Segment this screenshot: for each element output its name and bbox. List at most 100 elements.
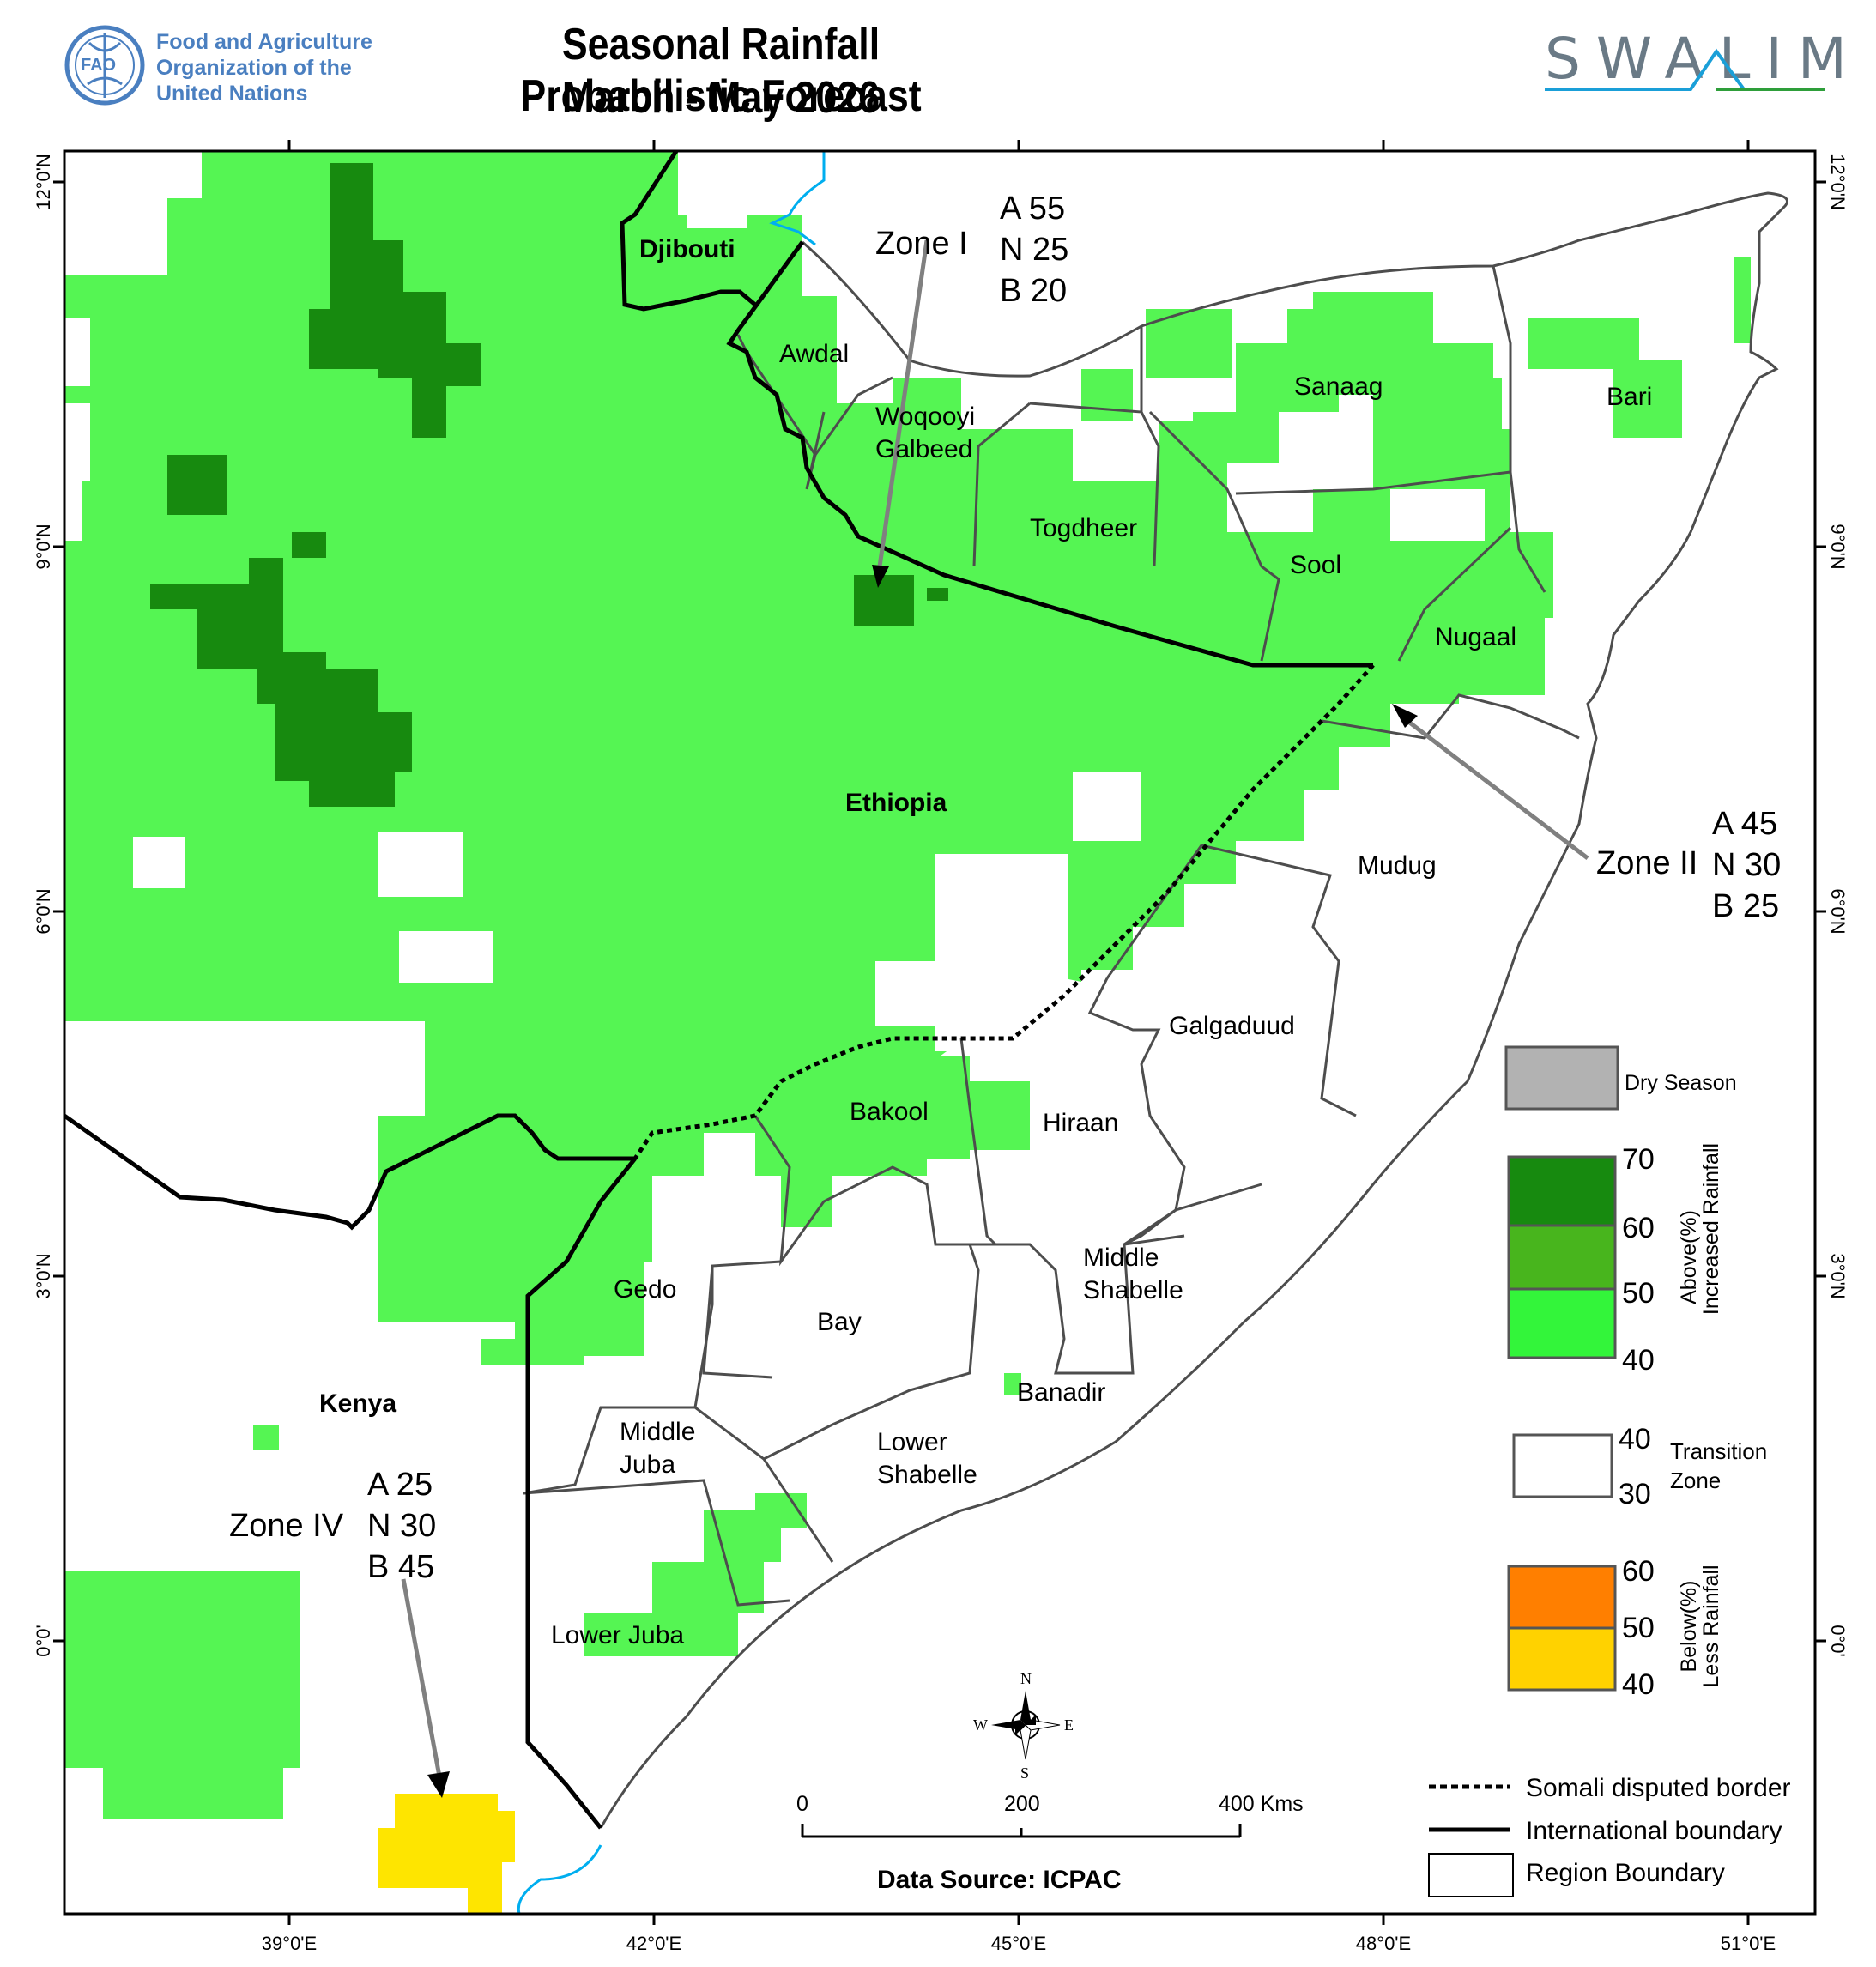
region-label: Sanaag bbox=[1294, 372, 1383, 401]
legend-above-title-1: Above(%) bbox=[1677, 1210, 1701, 1304]
region-label: Bari bbox=[1607, 383, 1652, 411]
zone-iv-label: Zone IV bbox=[229, 1508, 344, 1544]
legend-below-tick: 50 bbox=[1622, 1612, 1655, 1644]
country-label-djibouti: Djibouti bbox=[639, 235, 735, 263]
region-label: Banadir bbox=[1017, 1378, 1105, 1407]
legend-transition-swatch bbox=[1512, 1433, 1613, 1498]
legend-dry-label: Dry Season bbox=[1625, 1071, 1737, 1095]
zone-ii-a: A 45 bbox=[1712, 806, 1777, 842]
river bbox=[517, 1844, 602, 1915]
legend-above-tick: 40 bbox=[1622, 1344, 1655, 1377]
lat-tick-label: 6°0'N bbox=[1827, 888, 1849, 934]
legend-below-60 bbox=[1507, 1565, 1617, 1630]
lat-tick-label: 0°0' bbox=[1827, 1625, 1849, 1656]
legend-transition-label-1: Transition bbox=[1670, 1438, 1767, 1464]
legend-above-70 bbox=[1507, 1155, 1617, 1227]
legend-above-tick: 70 bbox=[1622, 1143, 1655, 1176]
legend-above-60 bbox=[1507, 1224, 1617, 1291]
lat-tick-label: 0°0' bbox=[33, 1625, 54, 1656]
somalia-coastline bbox=[599, 191, 1788, 1829]
zone-ii-b: B 25 bbox=[1712, 888, 1779, 924]
compass-e: E bbox=[1064, 1716, 1074, 1734]
zone-iv-a: A 25 bbox=[367, 1467, 433, 1503]
region-label: Sool bbox=[1290, 551, 1341, 579]
country-label-ethiopia: Ethiopia bbox=[845, 789, 947, 817]
region-label-part: Juba bbox=[620, 1450, 675, 1479]
legend-dry-swatch bbox=[1504, 1045, 1619, 1111]
region-label-part: Shabelle bbox=[877, 1461, 977, 1489]
compass-rose: N S E W bbox=[973, 1670, 1074, 1782]
region-label: Togdheer bbox=[1030, 514, 1137, 542]
legend-above-50 bbox=[1507, 1287, 1617, 1359]
legend-above-title-2: Increased Rainfall bbox=[1699, 1143, 1723, 1315]
swalim-logo-underline bbox=[1545, 48, 1825, 91]
region-label-part: Lower bbox=[877, 1428, 947, 1456]
zone-i-b: B 20 bbox=[1000, 273, 1067, 309]
legend-disputed-label: Somali disputed border bbox=[1526, 1774, 1791, 1802]
international-boundary bbox=[63, 149, 1373, 1830]
lat-tick-label: 9°0'N bbox=[33, 524, 54, 569]
region-label: Awdal bbox=[779, 340, 849, 368]
above-normal-patches-south bbox=[64, 257, 1751, 1819]
river bbox=[769, 151, 826, 246]
lat-tick-label: 12°0'N bbox=[1827, 154, 1849, 210]
legend-region-label: Region Boundary bbox=[1526, 1859, 1725, 1887]
fao-emblem: FAO bbox=[64, 25, 145, 106]
region-label: Woqooyi Galbeed bbox=[875, 402, 975, 463]
zone-i-n: N 25 bbox=[1000, 232, 1068, 268]
region-label: Bay bbox=[817, 1308, 862, 1336]
region-label-part: Middle bbox=[1083, 1244, 1159, 1272]
region-label-part: Middle bbox=[620, 1418, 695, 1446]
region-label: Nugaal bbox=[1435, 623, 1516, 651]
region-label: Galgaduud bbox=[1169, 1012, 1295, 1040]
lon-tick-label: 42°0'E bbox=[626, 1933, 681, 1954]
disputed-border bbox=[632, 663, 1375, 1160]
lat-tick-label: 12°0'N bbox=[33, 154, 54, 210]
tick-marks bbox=[53, 140, 1826, 1925]
data-source: Data Source: ICPAC bbox=[877, 1866, 1122, 1894]
region-label: Bakool bbox=[850, 1098, 929, 1126]
zone-iv-b: B 45 bbox=[367, 1549, 434, 1585]
lon-tick-label: 45°0'E bbox=[991, 1933, 1046, 1954]
lon-tick-label: 39°0'E bbox=[262, 1933, 317, 1954]
legend-transition-tick: 40 bbox=[1619, 1423, 1651, 1456]
legend-below-tick: 60 bbox=[1622, 1555, 1655, 1588]
map-title-line-1: Seasonal Rainfall Probabilistic Forecast bbox=[520, 20, 922, 121]
lon-tick-label: 48°0'E bbox=[1356, 1933, 1411, 1954]
legend: Dry Season 70 60 50 40 Above(%) Increase… bbox=[1428, 1045, 1791, 1897]
region-label: Lower Juba bbox=[551, 1621, 684, 1649]
lat-tick-label: 9°0'N bbox=[1827, 524, 1849, 569]
zone-i-label: Zone I bbox=[875, 226, 968, 262]
below-normal-zone-kenya bbox=[378, 1794, 515, 1914]
scale-label-0: 0 bbox=[796, 1792, 808, 1816]
region-label: Middle Shabelle bbox=[1083, 1244, 1183, 1304]
legend-above-tick: 60 bbox=[1622, 1212, 1655, 1244]
zone-arrows bbox=[401, 239, 1589, 1798]
legend-transition-tick: 30 bbox=[1619, 1478, 1651, 1510]
above-normal-zone-ethiopia bbox=[64, 151, 1553, 1365]
fao-logo-text: Food and Agriculture Organization of the… bbox=[156, 29, 372, 106]
zone-i-a: A 55 bbox=[1000, 191, 1065, 227]
region-label: Lower Shabelle bbox=[877, 1428, 977, 1489]
map-frame bbox=[63, 149, 1817, 1916]
scale-label-200: 200 bbox=[1004, 1792, 1040, 1816]
zone-iv-n: N 30 bbox=[367, 1508, 436, 1544]
map-title-line-2: March - May 2026 bbox=[561, 73, 881, 123]
lat-tick-label: 3°0'N bbox=[1827, 1253, 1849, 1298]
fao-line-2: Organization of the bbox=[156, 56, 352, 80]
region-label: Gedo bbox=[614, 1275, 676, 1304]
region-label: Middle Juba bbox=[620, 1418, 695, 1479]
region-label-part: Woqooyi bbox=[875, 402, 975, 431]
compass-s: S bbox=[1020, 1764, 1029, 1782]
lon-tick-label: 51°0'E bbox=[1721, 1933, 1776, 1954]
region-label: Mudug bbox=[1358, 851, 1437, 880]
legend-intl-label: International boundary bbox=[1526, 1817, 1782, 1845]
legend-below-title-2: Less Rainfall bbox=[1699, 1565, 1723, 1687]
lat-tick-label: 3°0'N bbox=[33, 1253, 54, 1298]
compass-w: W bbox=[973, 1716, 988, 1734]
region-boundaries bbox=[523, 191, 1788, 1829]
fao-line-1: Food and Agriculture bbox=[156, 30, 372, 54]
region-label-part: Shabelle bbox=[1083, 1276, 1183, 1304]
